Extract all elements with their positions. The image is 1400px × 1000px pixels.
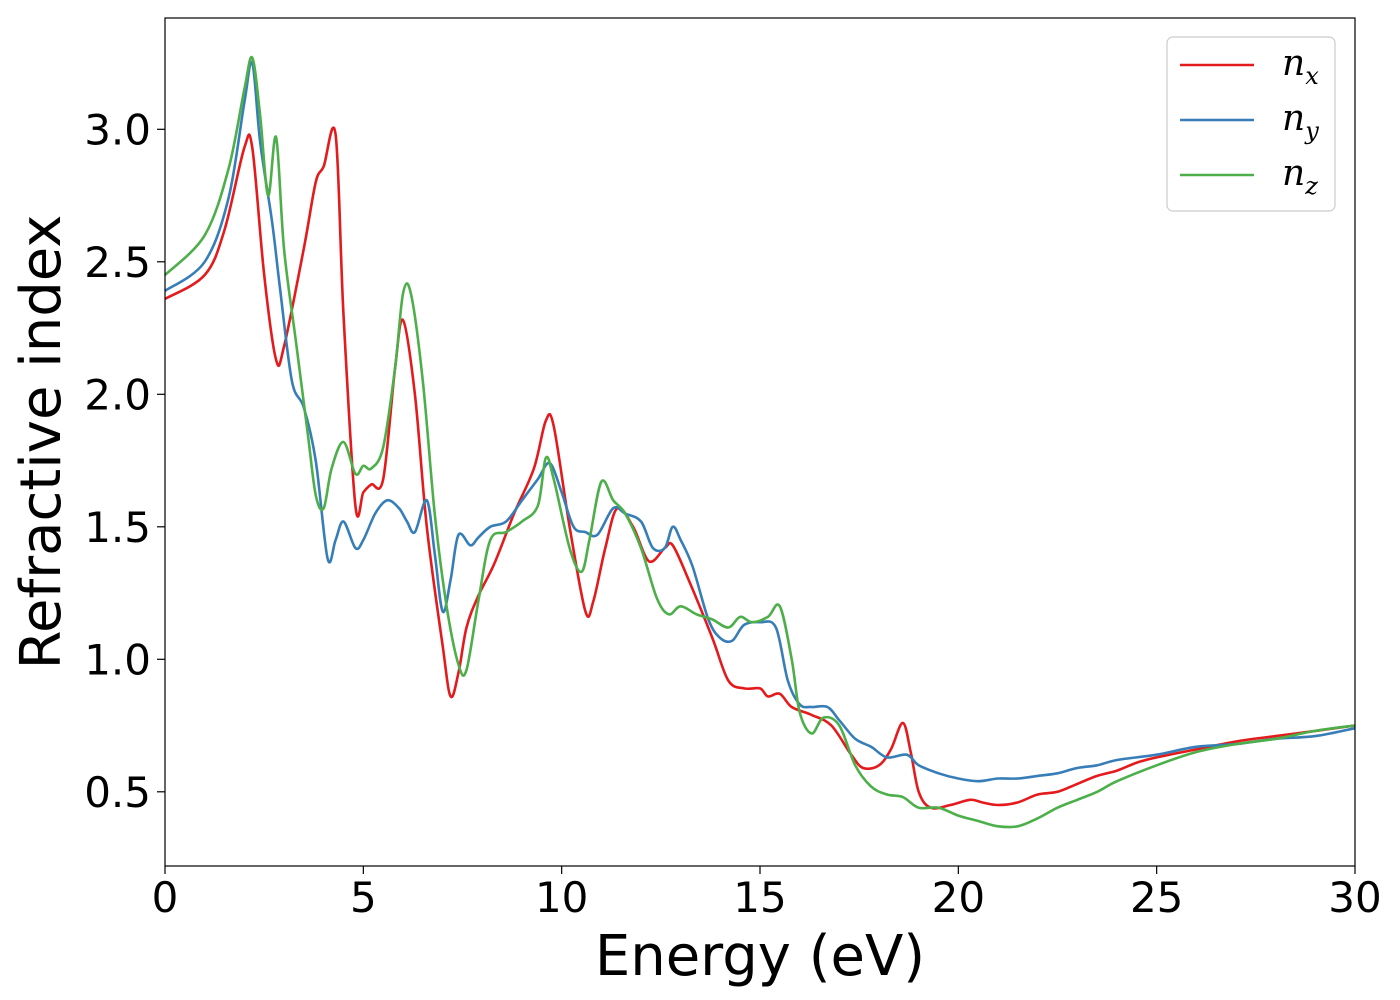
y-axis-title: Refractive index <box>9 215 74 670</box>
legend: nx ny nz <box>1166 36 1336 212</box>
series-line-z <box>164 55 1356 829</box>
legend-label-y: ny <box>1282 98 1319 145</box>
y-tick-label: 2.0 <box>84 370 151 419</box>
y-tick-label: 1.5 <box>84 503 151 552</box>
plot-background <box>165 18 1355 866</box>
series-layer <box>164 55 1356 829</box>
series-line-x <box>164 126 1356 810</box>
x-tick-label: 0 <box>152 873 179 922</box>
y-tick-label: 2.5 <box>84 238 151 287</box>
legend-label-z: nz <box>1282 153 1318 200</box>
x-tick-label: 25 <box>1130 873 1183 922</box>
y-tick-label: 3.0 <box>84 105 151 154</box>
legend-box <box>1166 36 1336 212</box>
x-axis: 0 5 10 15 20 25 30 <box>152 866 1382 922</box>
x-tick-label: 15 <box>733 873 786 922</box>
y-axis: 0.5 1.0 1.5 2.0 2.5 3.0 <box>84 105 165 817</box>
series-line-y <box>164 60 1356 783</box>
x-tick-label: 10 <box>535 873 588 922</box>
y-tick-label: 0.5 <box>84 768 151 817</box>
y-tick-label: 1.0 <box>84 635 151 684</box>
x-tick-label: 5 <box>350 873 377 922</box>
x-tick-label: 30 <box>1328 873 1381 922</box>
x-tick-label: 20 <box>932 873 985 922</box>
x-axis-title: Energy (eV) <box>595 924 925 989</box>
legend-label-x: nx <box>1282 43 1319 90</box>
